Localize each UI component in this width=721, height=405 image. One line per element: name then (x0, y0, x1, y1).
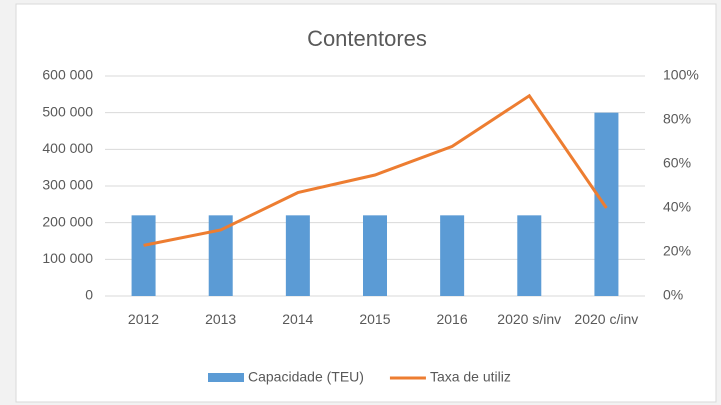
bar (131, 215, 156, 296)
y-tick-label: 400 000 (42, 140, 93, 156)
y2-tick-label: 80% (663, 111, 691, 127)
x-tick-label: 2012 (127, 311, 160, 327)
y-tick-label: 100 000 (42, 250, 93, 266)
y-tick-label: 500 000 (42, 103, 93, 119)
x-tick-label: 2020 c/inv (574, 311, 639, 327)
y2-tick-label: 20% (663, 243, 691, 259)
legend-label: Capacidade (TEU) (248, 369, 364, 385)
bar (440, 215, 465, 296)
y2-tick-label: 60% (663, 155, 691, 171)
y2-tick-label: 0% (663, 287, 683, 303)
x-tick-label: 2015 (359, 311, 391, 327)
y-tick-label: 300 000 (42, 177, 93, 193)
y-tick-label: 0 (85, 287, 93, 303)
y-tick-label: 600 000 (42, 67, 93, 83)
bar (363, 215, 387, 296)
y2-tick-label: 40% (663, 199, 691, 215)
bar (285, 215, 310, 296)
y-tick-label: 200 000 (42, 213, 93, 229)
y2-tick-label: 100% (663, 67, 699, 83)
chart-title: Contentores (307, 26, 427, 51)
x-tick-label: 2020 s/inv (497, 311, 562, 327)
legend-swatch (208, 373, 244, 382)
bar (594, 112, 619, 297)
x-tick-label: 2014 (282, 311, 314, 327)
line (143, 93, 608, 247)
x-tick-label: 2013 (205, 311, 237, 327)
x-tick-label: 2016 (436, 311, 468, 327)
bar (517, 215, 542, 296)
legend-label: Taxa de utiliz (430, 369, 511, 385)
